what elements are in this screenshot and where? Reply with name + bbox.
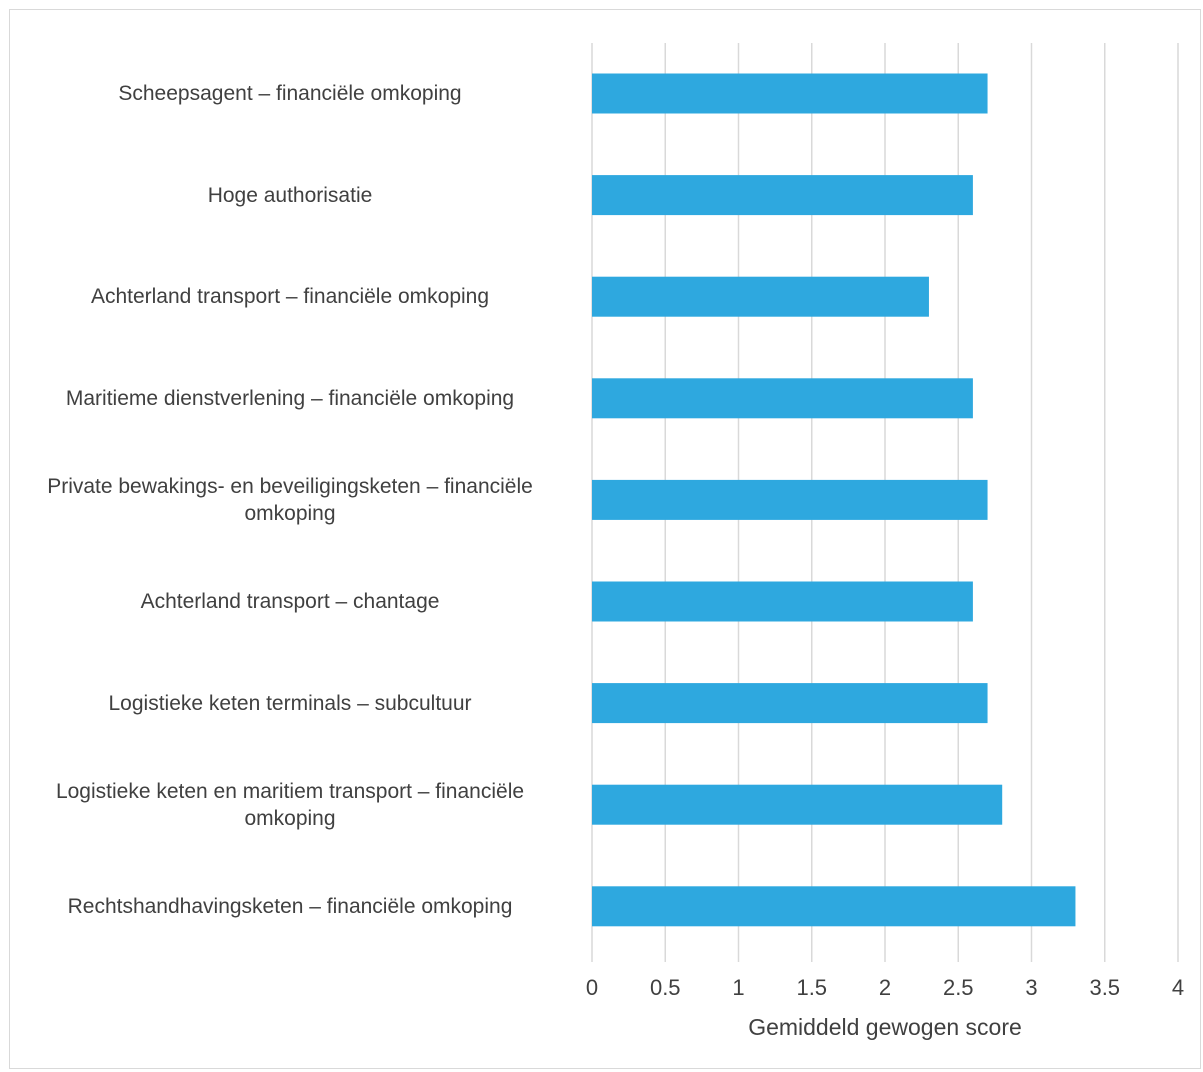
category-label: Rechtshandhavingsketen – financiële omko… <box>67 894 513 918</box>
bar <box>592 73 988 114</box>
x-tick-label: 1.5 <box>796 975 827 1000</box>
bar <box>592 784 1003 825</box>
x-tick-label: 3.5 <box>1089 975 1120 1000</box>
x-tick-label: 2.5 <box>943 975 974 1000</box>
bar <box>592 378 973 419</box>
x-tick-labels: 0 0.5 1 1.5 2 2.5 3 3.5 4 <box>586 975 1184 1000</box>
category-label: Scheepsagent – financiële omkoping <box>118 82 462 105</box>
bar <box>592 683 988 724</box>
category-label: Maritieme dienstverlening – financiële o… <box>65 386 515 410</box>
x-tick-label: 3 <box>1025 975 1037 1000</box>
bar <box>592 886 1076 927</box>
x-axis-title: Gemiddeld gewogen score <box>748 1014 1022 1040</box>
x-tick-label: 0 <box>586 975 598 1000</box>
x-tick-label: 0.5 <box>650 975 681 1000</box>
bar <box>592 479 988 520</box>
category-label: Achterland transport – financiële omkopi… <box>90 285 490 309</box>
x-tick-label: 2 <box>879 975 891 1000</box>
bar <box>592 175 973 216</box>
x-tick-label: 1 <box>732 975 744 1000</box>
category-label: Hoge authorisatie <box>207 183 373 207</box>
category-label: Achterland transport – chantage <box>140 590 440 613</box>
bar <box>592 581 973 622</box>
x-tick-label: 4 <box>1172 975 1184 1000</box>
bar <box>592 276 929 317</box>
category-label: Logistieke keten en maritiem transport –… <box>55 779 525 830</box>
bars <box>592 73 1076 927</box>
category-label: Logistieke keten terminals – subcultuur <box>108 691 472 715</box>
category-label: Private bewakings- en beveiligingsketen … <box>47 474 533 525</box>
